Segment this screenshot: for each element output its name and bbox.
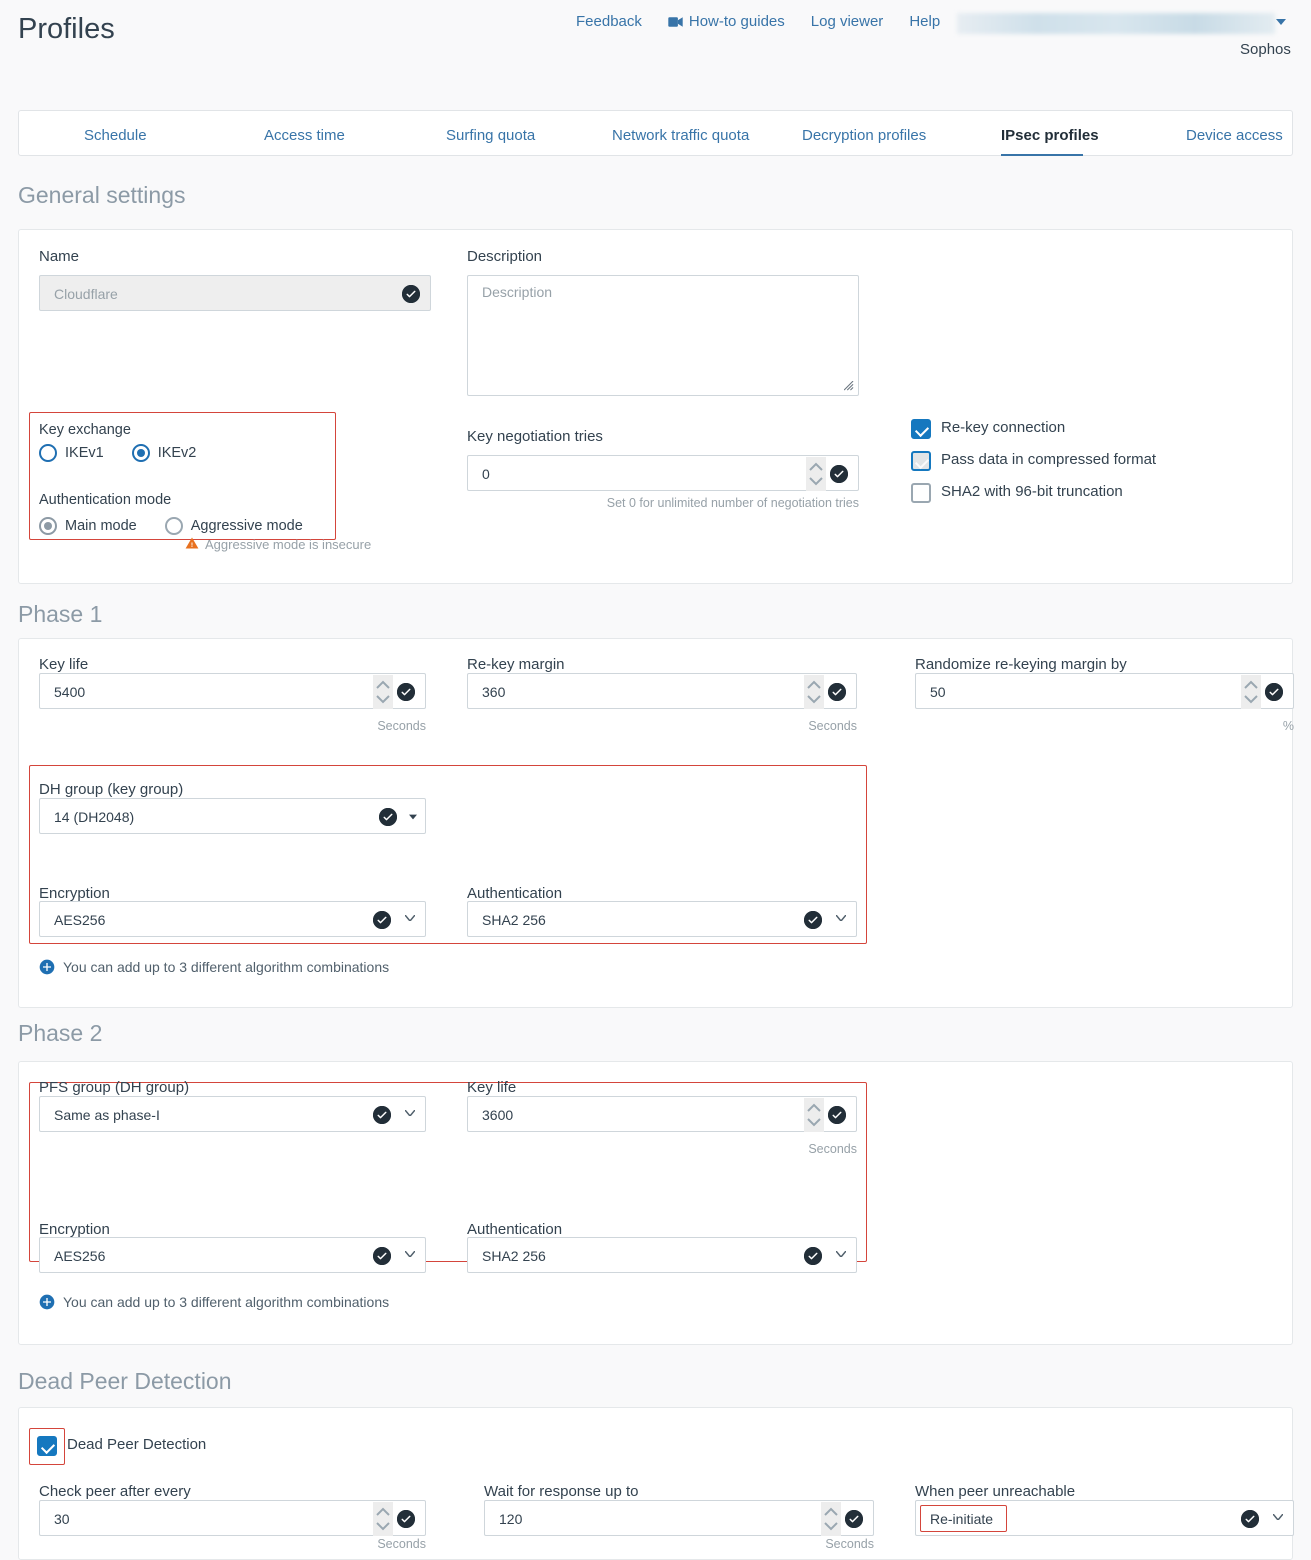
svg-text:!: ! — [191, 542, 193, 549]
